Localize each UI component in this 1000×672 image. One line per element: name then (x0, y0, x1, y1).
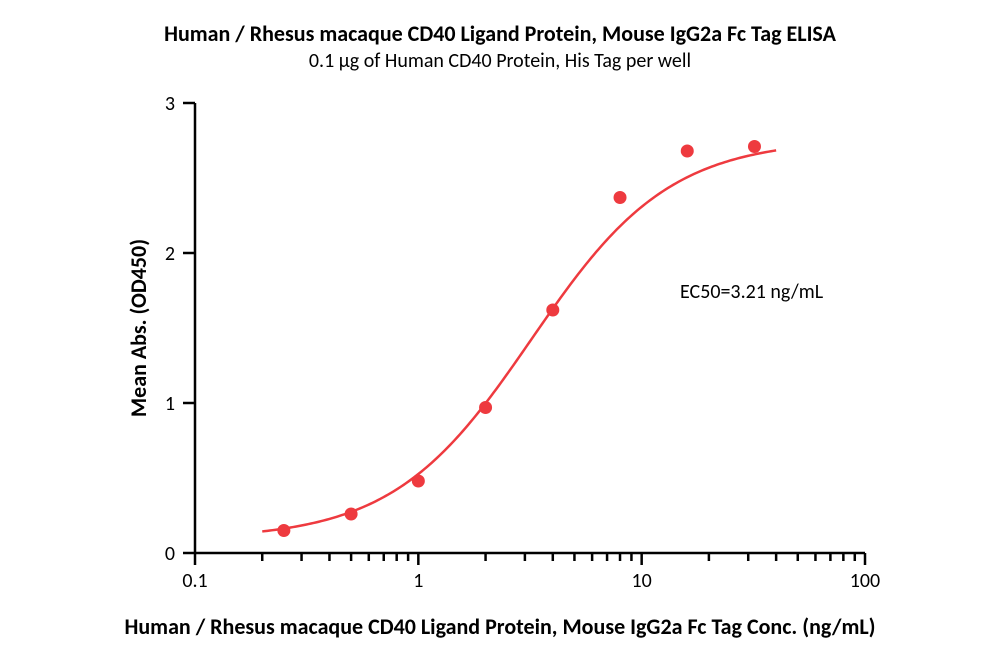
y-axis-label: Mean Abs. (OD450) (125, 228, 152, 428)
svg-text:1: 1 (413, 569, 423, 593)
plot-area: 0.11101000123 (195, 103, 865, 553)
svg-text:10: 10 (632, 569, 652, 593)
svg-text:3: 3 (165, 93, 175, 116)
svg-text:0.1: 0.1 (182, 569, 207, 593)
svg-text:0: 0 (165, 542, 175, 566)
chart-svg: 0.1 1 10 100 0 1 2 3 (135, 93, 895, 603)
chart-title-sub: 0.1 μg of Human CD40 Protein, His Tag pe… (0, 49, 1000, 73)
chart-title-block: Human / Rhesus macaque CD40 Ligand Prote… (0, 20, 1000, 73)
svg-text:2: 2 (165, 242, 175, 266)
ec50-annotation: EC50=3.21 ng/mL (680, 280, 823, 304)
chart-title-main: Human / Rhesus macaque CD40 Ligand Prote… (0, 20, 1000, 47)
x-axis-label: Human / Rhesus macaque CD40 Ligand Prote… (60, 613, 940, 640)
svg-text:1: 1 (165, 392, 175, 416)
svg-text:100: 100 (850, 569, 880, 593)
